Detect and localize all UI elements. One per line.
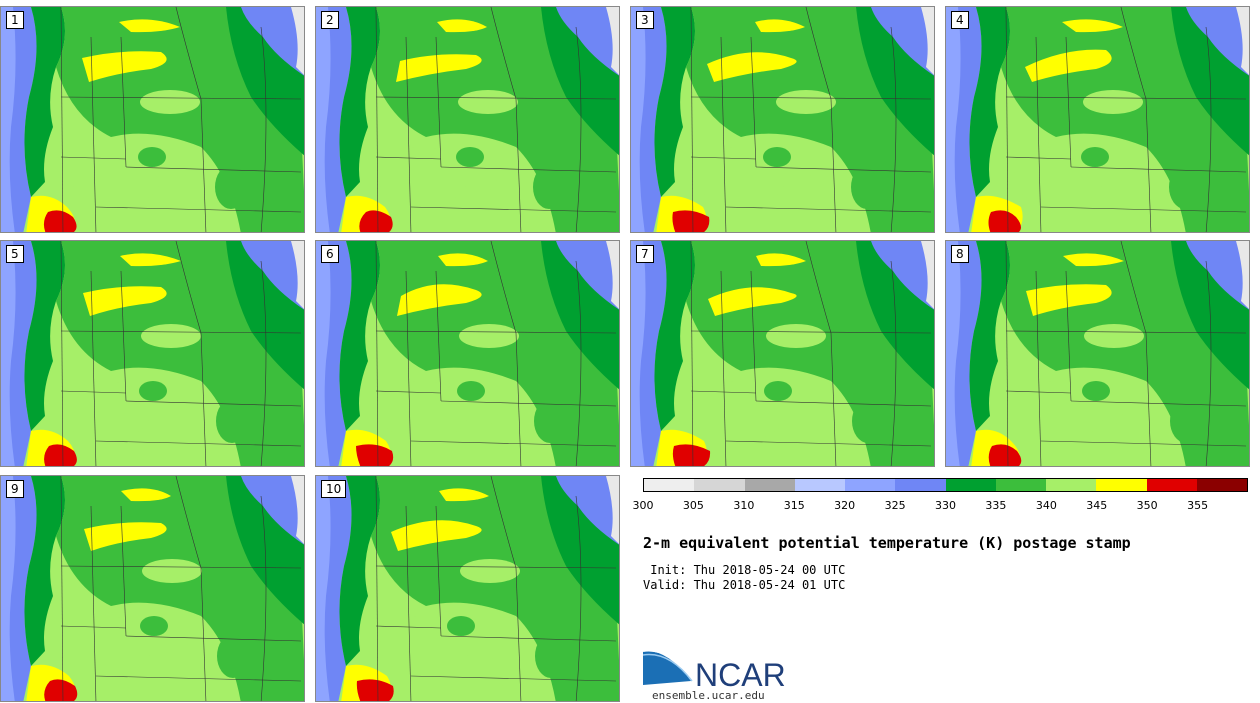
plot-title: 2-m equivalent potential temperature (K)… — [643, 534, 1131, 552]
colorbar-tick-label: 355 — [1187, 499, 1209, 512]
colorbar-tick-label: 300 — [632, 499, 654, 512]
colorbar-segment — [1196, 479, 1247, 491]
ensemble-member-panel: 7 — [630, 240, 935, 467]
colorbar-tick-label: 315 — [783, 499, 805, 512]
ensemble-member-panel: 2 — [315, 6, 620, 233]
panel-member-label: 5 — [6, 245, 24, 263]
panel-member-label: 7 — [636, 245, 654, 263]
panel-member-label: 6 — [321, 245, 339, 263]
colorbar-tick-label: 305 — [682, 499, 704, 512]
ncar-logo: NCAR — [643, 649, 786, 690]
ensemble-member-panel: 5 — [0, 240, 305, 467]
colorbar-tick-label: 310 — [733, 499, 755, 512]
logo-url: ensemble.ucar.edu — [652, 689, 765, 702]
colorbar-tick-label: 325 — [884, 499, 906, 512]
ncar-logo-swoosh — [643, 650, 691, 685]
colorbar-tick-label: 340 — [1035, 499, 1057, 512]
colorbar — [643, 478, 1248, 492]
colorbar-tick-label: 345 — [1086, 499, 1108, 512]
colorbar-segment — [895, 479, 946, 491]
colorbar-segment — [794, 479, 845, 491]
colorbar-segment — [945, 479, 996, 491]
ensemble-member-panel: 8 — [945, 240, 1250, 467]
logo-text: NCAR — [695, 657, 786, 690]
colorbar-segment — [1096, 479, 1147, 491]
colorbar-segment — [1046, 479, 1097, 491]
colorbar-tick-label: 320 — [834, 499, 856, 512]
colorbar-segment — [744, 479, 795, 491]
valid-time: Valid: Thu 2018-05-24 01 UTC — [643, 578, 846, 592]
panel-member-label: 9 — [6, 480, 24, 498]
colorbar-tick-label: 335 — [985, 499, 1007, 512]
panel-member-label: 2 — [321, 11, 339, 29]
panel-member-label: 1 — [6, 11, 24, 29]
panel-member-label: 8 — [951, 245, 969, 263]
ensemble-member-panel: 10 — [315, 475, 620, 702]
panel-member-label: 4 — [951, 11, 969, 29]
colorbar-tick-label: 330 — [935, 499, 956, 512]
colorbar-segment — [845, 479, 896, 491]
colorbar-segment — [694, 479, 745, 491]
panel-member-label: 3 — [636, 11, 654, 29]
ensemble-member-panel: 6 — [315, 240, 620, 467]
ensemble-member-panel: 1 — [0, 6, 305, 233]
colorbar-tick-label: 350 — [1136, 499, 1158, 512]
panel-member-label: 10 — [321, 480, 347, 498]
colorbar-segment — [995, 479, 1046, 491]
ensemble-member-panel: 4 — [945, 6, 1250, 233]
init-time: Init: Thu 2018-05-24 00 UTC — [643, 563, 846, 577]
ensemble-member-panel: 3 — [630, 6, 935, 233]
colorbar-segment — [1146, 479, 1197, 491]
ensemble-member-panel: 9 — [0, 475, 305, 702]
colorbar-segment — [644, 479, 695, 491]
